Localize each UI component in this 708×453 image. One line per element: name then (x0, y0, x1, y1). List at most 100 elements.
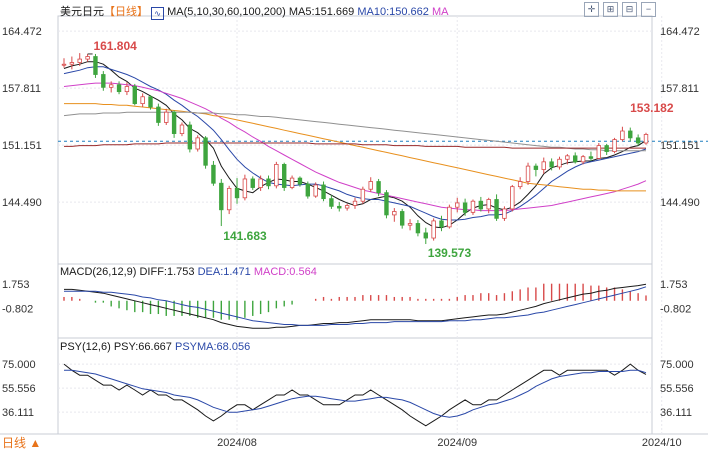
candle-body (431, 220, 436, 239)
candle-body (195, 137, 200, 150)
ma-line-ma100 (63, 111, 646, 152)
candle-body (85, 56, 90, 60)
candle-body (156, 106, 161, 123)
candle-body (588, 156, 594, 159)
plot-frame (57, 15, 653, 435)
candle-body (124, 86, 130, 93)
psyma-value: PSYMA:68.056 (174, 341, 251, 353)
candle-body (305, 183, 311, 197)
time-tick-label: 2024/10 (642, 437, 682, 449)
psy-params-label: PSY(12,6) (60, 341, 111, 353)
candle-body (297, 177, 303, 185)
macd-diff-value: DIFF:1.753 (139, 266, 195, 278)
ma-extra-label: MA (431, 6, 449, 18)
price-tick-right: 157.811 (660, 83, 699, 95)
timeframe-label[interactable]: 【日线】 (104, 6, 148, 18)
macd-legend: MACD(26,12,9) DIFF:1.753 DEA:1.471 MACD:… (60, 266, 317, 278)
candle-body (635, 137, 641, 144)
price-tick-left: 157.811 (2, 83, 41, 95)
candle-body (258, 178, 263, 188)
candle-body (234, 187, 240, 199)
psy-legend: PSY(12,6) PSY:66.667 PSYMA:68.056 (60, 341, 250, 353)
candle-body (116, 84, 122, 93)
candle-body (620, 130, 625, 140)
candle-body (447, 206, 452, 228)
candle-body (219, 182, 224, 211)
candle-body (344, 205, 350, 209)
macd-tick-left: 1.753 (2, 279, 30, 291)
candle-body (541, 161, 546, 170)
candle-body (533, 165, 539, 170)
time-tick-label: 2024/08 (217, 437, 257, 449)
candle-body (140, 96, 145, 105)
ma10-value: MA10:150.662 (357, 6, 429, 18)
macd-dea-value: DEA:1.471 (197, 266, 251, 278)
candle-body (486, 199, 491, 210)
macd-tick-right: -0.802 (660, 303, 691, 315)
candle-body (494, 199, 499, 219)
candle-body (643, 134, 649, 144)
last-annotation: 153.182 (630, 101, 674, 115)
crosshair-icon[interactable]: ✛ (584, 2, 599, 17)
ma-params-label: MA(5,10,30,60,100,200) (167, 6, 286, 18)
ma-indicator-icon[interactable]: ∿ (151, 7, 165, 20)
psy-tick-left: 55.556 (2, 383, 36, 395)
candle-body (470, 200, 476, 213)
candle-body (557, 158, 562, 168)
candle-body (517, 181, 523, 188)
candle-body (580, 156, 586, 163)
candle-body (376, 181, 381, 194)
candle-body (384, 192, 389, 216)
candle-body (61, 63, 67, 66)
candle-body (525, 165, 531, 182)
candle-body (462, 202, 468, 213)
candle-body (108, 84, 114, 88)
candle-body (628, 130, 633, 139)
price-tick-left: 144.490 (2, 197, 42, 209)
time-tick-label: 2024/09 (437, 437, 477, 449)
psy-tick-right: 36.111 (660, 407, 692, 419)
price-tick-right: 144.490 (660, 197, 700, 209)
candle-body (289, 177, 295, 188)
psyma-line (64, 369, 647, 418)
candle-body (455, 202, 460, 208)
ma5-value: MA5:151.669 (288, 6, 355, 18)
psy-tick-left: 36.111 (2, 407, 34, 419)
zoom-in-icon[interactable]: ⊞ (603, 2, 618, 17)
candle-body (399, 211, 405, 226)
candle-body (132, 86, 137, 105)
price-tick-right: 151.151 (660, 140, 700, 152)
zoom-out-icon[interactable]: ⊟ (622, 2, 637, 17)
macd-diff-line (64, 283, 647, 329)
candle-body (368, 181, 373, 190)
macd-tick-right: 1.753 (660, 279, 688, 291)
candle-body (187, 124, 193, 150)
macd-tick-left: -0.802 (2, 303, 33, 315)
toolbar-icons: ✛ ⊞ ⊟ − (584, 2, 656, 17)
timeframe-tag[interactable]: 日线 ▲ (2, 436, 42, 450)
candle-body (596, 145, 602, 159)
candle-body (226, 187, 232, 211)
candle-body (211, 164, 216, 184)
candle-body (101, 74, 106, 88)
candle-body (337, 205, 342, 209)
macd-hist-value: MACD:0.564 (253, 266, 317, 278)
candle-body (423, 232, 428, 239)
candle-body (549, 161, 554, 168)
candle-body (321, 184, 326, 200)
minus-icon[interactable]: − (641, 2, 656, 17)
candle-body (148, 96, 153, 108)
psy-value: PSY:66.667 (113, 341, 172, 353)
price-tick-left: 164.472 (2, 26, 42, 38)
candle-body (415, 223, 421, 234)
candle-body (360, 188, 366, 202)
candle-body (352, 200, 358, 206)
candle-body (502, 208, 507, 219)
candle-body (171, 111, 177, 134)
candle-body (250, 178, 255, 188)
psy-tick-right: 55.556 (660, 383, 694, 395)
candle-body (242, 178, 248, 199)
price-tick-left: 151.151 (2, 140, 42, 152)
candle-body (282, 163, 287, 188)
